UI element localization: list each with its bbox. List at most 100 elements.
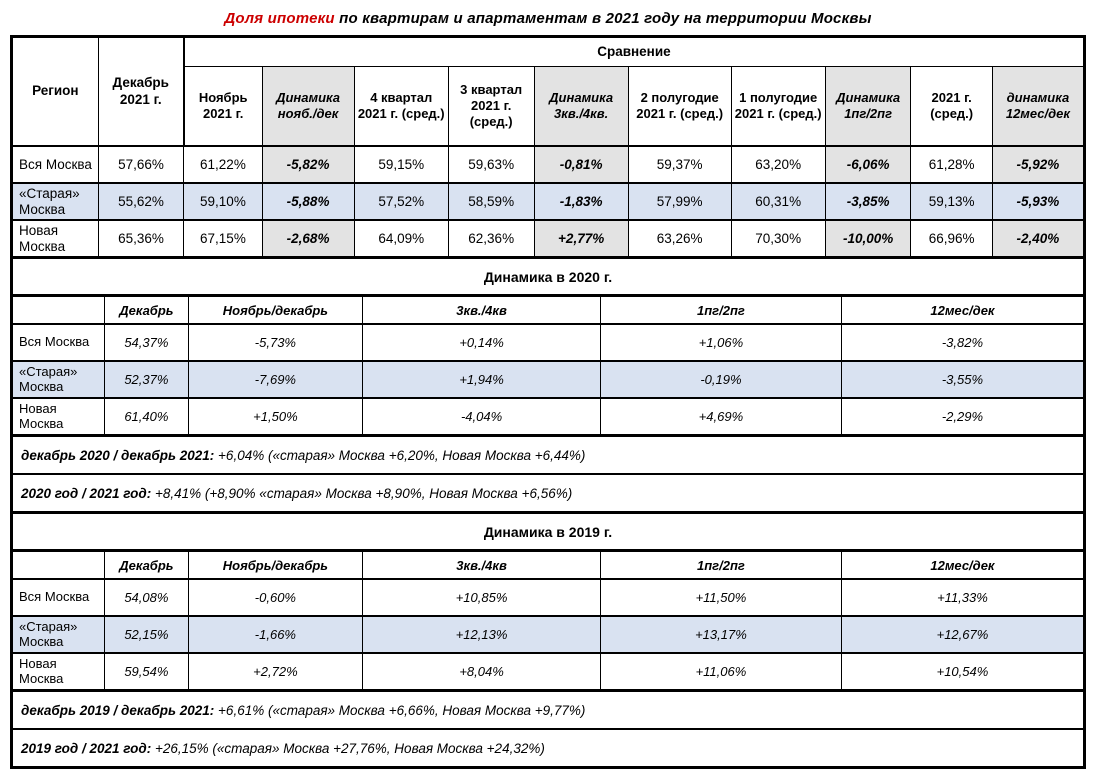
dynamics-cell: -5,82%	[261, 145, 355, 184]
table-row-old-moscow: «Старая» Москва 52,15% -1,66% +12,13% +1…	[11, 615, 1085, 654]
note-label: декабрь 2020 / декабрь 2021:	[21, 447, 215, 463]
note-text: +8,41% (+8,90% «старая» Москва +8,90%, Н…	[151, 485, 573, 501]
title-rest: по квартирам и апартаментам в 2021 году …	[334, 10, 872, 27]
table-row-old-moscow: «Старая» Москва 52,37% -7,69% +1,94% -0,…	[11, 360, 1085, 399]
value-cell: +4,69%	[599, 397, 842, 435]
value-cell: 70,30%	[730, 219, 826, 257]
header-2021-avg: 2021 г. (сред.)	[910, 66, 993, 147]
note-row: 2019 год / 2021 год: +26,15% («старая» М…	[12, 728, 1084, 767]
value-cell: +13,17%	[599, 615, 842, 654]
table-row-all-moscow: Вся Москва 54,08% -0,60% +10,85% +11,50%…	[11, 578, 1085, 617]
value-cell: 59,13%	[910, 182, 993, 221]
header-december: Декабрь	[104, 295, 189, 325]
header-november-2021: Ноябрь 2021 г.	[182, 66, 263, 147]
table-row-new-moscow: Новая Москва 61,40% +1,50% -4,04% +4,69%…	[11, 397, 1085, 435]
value-cell: +8,04%	[362, 652, 601, 690]
header-h1-2021: 1 полугодие 2021 г. (сред.)	[730, 66, 826, 147]
header-december-2021: Декабрь 2021 г.	[97, 37, 185, 147]
table-row-old-moscow: «Старая» Москва 55,62% 59,10% -5,88% 57,…	[12, 182, 1085, 221]
value-cell: +1,06%	[599, 323, 842, 362]
header-region: Регион	[12, 37, 99, 147]
page-title: Доля ипотеки по квартирам и апартаментам…	[10, 6, 1086, 35]
header-dynamics-q3-q4: Динамика 3кв./4кв.	[533, 66, 629, 147]
value-cell: 57,66%	[97, 145, 185, 184]
value-cell: -5,73%	[187, 323, 364, 362]
value-cell: -4,04%	[362, 397, 601, 435]
dynamics-cell: -2,40%	[991, 219, 1085, 257]
region-cell: «Старая» Москва	[11, 615, 106, 654]
value-cell: 61,22%	[183, 145, 263, 184]
region-cell: «Старая» Москва	[12, 182, 99, 221]
dynamics-cell: -1,83%	[533, 182, 629, 221]
dynamics-cell: -3,85%	[824, 182, 912, 221]
header-empty	[11, 295, 106, 325]
header-h1-h2: 1пг/2пг	[599, 550, 842, 580]
dynamics-2020-table: Декабрь Ноябрь/декабрь 3кв./4кв 1пг/2пг …	[11, 295, 1085, 435]
value-cell: -0,60%	[187, 578, 364, 617]
region-cell: Новая Москва	[12, 219, 99, 257]
value-cell: 61,40%	[104, 397, 189, 435]
value-cell: 54,37%	[104, 323, 189, 362]
dynamics-cell: -10,00%	[824, 219, 912, 257]
region-cell: Новая Москва	[11, 397, 106, 435]
value-cell: +11,33%	[840, 578, 1085, 617]
value-cell: 59,10%	[183, 182, 263, 221]
table-row-new-moscow: Новая Москва 59,54% +2,72% +8,04% +11,06…	[11, 652, 1085, 690]
note-label: 2019 год / 2021 год:	[21, 740, 152, 756]
note-label: 2020 год / 2021 год:	[21, 485, 152, 501]
value-cell: +1,94%	[362, 360, 601, 399]
value-cell: 55,62%	[97, 182, 185, 221]
dynamics-cell: -0,81%	[533, 145, 629, 184]
region-cell: Вся Москва	[11, 323, 106, 362]
notes-2019: декабрь 2019 / декабрь 2021: +6,61% («ст…	[12, 690, 1084, 767]
value-cell: 62,36%	[447, 219, 535, 257]
note-text: +6,04% («старая» Москва +6,20%, Новая Мо…	[214, 447, 586, 463]
region-cell: Новая Москва	[11, 652, 106, 690]
region-cell: Вся Москва	[12, 145, 99, 184]
value-cell: +10,54%	[840, 652, 1085, 690]
title-highlight: Доля ипотеки	[224, 10, 335, 27]
value-cell: +2,72%	[187, 652, 364, 690]
value-cell: +12,67%	[840, 615, 1085, 654]
table-row-all-moscow: Вся Москва 54,37% -5,73% +0,14% +1,06% -…	[11, 323, 1085, 362]
value-cell: -7,69%	[187, 360, 364, 399]
table-row-new-moscow: Новая Москва 65,36% 67,15% -2,68% 64,09%…	[12, 219, 1085, 257]
value-cell: 59,15%	[353, 145, 449, 184]
dynamics-cell: -6,06%	[824, 145, 912, 184]
value-cell: 66,96%	[910, 219, 993, 257]
value-cell: 58,59%	[447, 182, 535, 221]
notes-2020: декабрь 2020 / декабрь 2021: +6,04% («ст…	[12, 435, 1084, 512]
header-q4-2021: 4 квартал 2021 г. (сред.)	[353, 66, 449, 147]
value-cell: 54,08%	[104, 578, 189, 617]
header-empty	[11, 550, 106, 580]
section-2020-title: Динамика в 2020 г.	[12, 257, 1084, 295]
header-12m-dec: 12мес/дек	[840, 550, 1085, 580]
value-cell: +11,50%	[599, 578, 842, 617]
value-cell: 52,37%	[104, 360, 189, 399]
value-cell: 60,31%	[730, 182, 826, 221]
section-2020-banner: Динамика в 2020 г.	[12, 257, 1084, 295]
dynamics-cell: -2,68%	[261, 219, 355, 257]
mortgage-share-2021-table: Регион Декабрь 2021 г. Сравнение Ноябрь …	[12, 37, 1085, 257]
value-cell: -3,82%	[840, 323, 1085, 362]
dynamics-cell: +2,77%	[533, 219, 629, 257]
header-q3-q4: 3кв./4кв	[362, 295, 601, 325]
value-cell: -2,29%	[840, 397, 1085, 435]
value-cell: 64,09%	[353, 219, 449, 257]
report-table-stack: Регион Декабрь 2021 г. Сравнение Ноябрь …	[10, 35, 1086, 769]
value-cell: 67,15%	[183, 219, 263, 257]
section-2019-title: Динамика в 2019 г.	[12, 512, 1084, 550]
header-nov-dec: Ноябрь/декабрь	[187, 295, 364, 325]
note-text: +6,61% («старая» Москва +6,66%, Новая Мо…	[214, 702, 586, 718]
value-cell: 61,28%	[910, 145, 993, 184]
dynamics-cell: -5,93%	[991, 182, 1085, 221]
value-cell: 65,36%	[97, 219, 185, 257]
value-cell: -0,19%	[599, 360, 842, 399]
value-cell: +11,06%	[599, 652, 842, 690]
header-12m-dec: 12мес/дек	[840, 295, 1085, 325]
region-cell: Вся Москва	[11, 578, 106, 617]
value-cell: 57,52%	[353, 182, 449, 221]
header-dynamics-h1-h2: Динамика 1пг/2пг	[824, 66, 912, 147]
header-q3-q4: 3кв./4кв	[362, 550, 601, 580]
value-cell: 59,54%	[104, 652, 189, 690]
